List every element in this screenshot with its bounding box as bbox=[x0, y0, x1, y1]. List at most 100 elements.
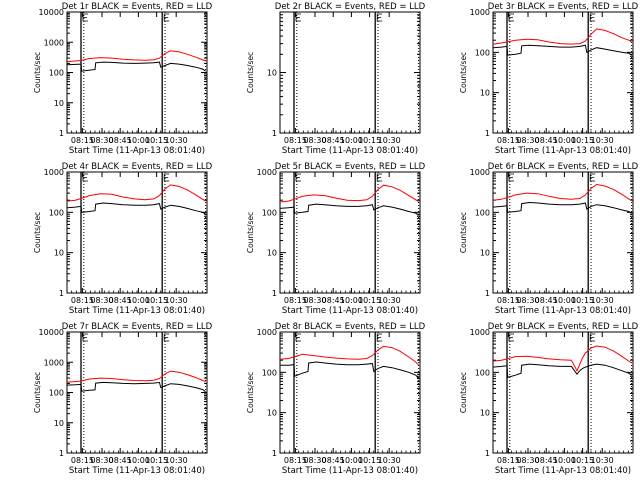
x-tick-label: 10:15 bbox=[145, 136, 168, 145]
x-tick-label: 08:15 bbox=[71, 136, 94, 145]
y-axis-label: Counts/sec bbox=[459, 52, 468, 93]
detector-panel-3: Det 3r BLACK = Events, RED = LLD 1 10 100 10… bbox=[459, 2, 639, 156]
x-tick-label: 10:15 bbox=[571, 296, 594, 305]
detector-panel-8: Det 8r BLACK = Events, RED = LLD 1 10 100 10… bbox=[246, 322, 426, 476]
x-axis-label: Start Time (11-Apr-13 08:01:40) bbox=[282, 466, 418, 476]
y-axis-label: Counts/sec bbox=[246, 52, 255, 93]
x-tick-label: 08:30 bbox=[303, 136, 326, 145]
x-tick-label: 10:30 bbox=[165, 296, 188, 305]
plot-frame bbox=[279, 331, 421, 454]
x-tick-label: 10:30 bbox=[165, 456, 188, 465]
y-tick-label: 1 bbox=[59, 129, 64, 138]
panel-title: Det 9r BLACK = Events, RED = LLD bbox=[488, 322, 639, 332]
x-axis-label: Start Time (11-Apr-13 08:01:40) bbox=[495, 146, 631, 156]
y-tick-label: 1 bbox=[272, 129, 277, 138]
x-tick-label: 08:15 bbox=[497, 136, 520, 145]
y-axis-label: Counts/sec bbox=[459, 372, 468, 413]
x-tick-label: 10:00 bbox=[127, 136, 150, 145]
series-events-line bbox=[66, 61, 206, 72]
x-tick-label: 08:30 bbox=[90, 136, 113, 145]
y-tick-label: 10 bbox=[267, 249, 277, 258]
x-tick-label: 10:00 bbox=[553, 296, 576, 305]
y-tick-label: 10000 bbox=[39, 8, 64, 17]
y-tick-label: 1000 bbox=[257, 328, 277, 337]
x-tick-label: 10:30 bbox=[378, 296, 401, 305]
panel-title: Det 1r BLACK = Events, RED = LLD bbox=[62, 2, 213, 12]
x-tick-label: 08:45 bbox=[109, 136, 132, 145]
x-tick-label: 10:30 bbox=[591, 296, 614, 305]
x-tick-label: 08:45 bbox=[535, 456, 558, 465]
y-tick-label: 10 bbox=[267, 69, 277, 78]
y-tick-label: 10 bbox=[54, 419, 64, 428]
y-tick-label: 100 bbox=[262, 208, 277, 217]
y-tick-label: 100 bbox=[475, 208, 490, 217]
x-tick-label: 08:30 bbox=[303, 296, 326, 305]
x-tick-label: 10:00 bbox=[127, 296, 150, 305]
marker-flag bbox=[295, 333, 301, 342]
plot-frame bbox=[492, 11, 634, 134]
x-tick-label: 10:00 bbox=[553, 136, 576, 145]
marker-flag bbox=[163, 333, 170, 342]
y-axis-label: Counts/sec bbox=[246, 372, 255, 413]
series-events-line bbox=[279, 203, 419, 216]
y-tick-label: 10 bbox=[480, 249, 490, 258]
y-tick-label: 1 bbox=[272, 289, 277, 298]
x-tick-label: 08:45 bbox=[535, 136, 558, 145]
series-lld-line bbox=[279, 345, 419, 366]
plot-frame bbox=[66, 171, 208, 294]
series-lld-line bbox=[66, 50, 206, 63]
y-tick-label: 1000 bbox=[470, 168, 490, 177]
marker-flag bbox=[163, 173, 170, 182]
x-tick-label: 10:00 bbox=[553, 456, 576, 465]
x-axis-label: Start Time (11-Apr-13 08:01:40) bbox=[282, 306, 418, 316]
detector-panel-7: Det 7r BLACK = Events, RED = LLD 1 10 100 10… bbox=[33, 322, 213, 476]
x-tick-label: 10:15 bbox=[145, 456, 168, 465]
x-tick-label: 10:15 bbox=[145, 296, 168, 305]
x-tick-label: 10:15 bbox=[358, 296, 381, 305]
x-tick-label: 10:30 bbox=[165, 136, 188, 145]
x-axis-label: Start Time (11-Apr-13 08:01:40) bbox=[69, 306, 205, 316]
y-tick-label: 10 bbox=[54, 249, 64, 258]
y-tick-label: 100 bbox=[49, 69, 64, 78]
x-tick-label: 08:45 bbox=[322, 456, 345, 465]
x-tick-label: 08:15 bbox=[284, 296, 307, 305]
marker-flag bbox=[508, 13, 514, 22]
series-events-line bbox=[492, 363, 632, 379]
x-tick-label: 08:30 bbox=[303, 456, 326, 465]
x-tick-label: 08:15 bbox=[497, 296, 520, 305]
marker-flag bbox=[376, 333, 383, 342]
detector-panel-5: Det 5r BLACK = Events, RED = LLD 1 10 100 10… bbox=[246, 162, 426, 316]
y-tick-label: 1 bbox=[59, 449, 64, 458]
series-events-line bbox=[492, 44, 632, 56]
y-tick-label: 1000 bbox=[257, 168, 277, 177]
y-tick-label: 10 bbox=[267, 409, 277, 418]
x-tick-label: 08:45 bbox=[109, 456, 132, 465]
marker-flag bbox=[82, 13, 88, 22]
x-axis-label: Start Time (11-Apr-13 08:01:40) bbox=[69, 466, 205, 476]
panel-title: Det 4r BLACK = Events, RED = LLD bbox=[62, 162, 213, 172]
marker-flag bbox=[295, 173, 301, 182]
x-tick-label: 10:30 bbox=[591, 136, 614, 145]
y-tick-label: 100 bbox=[262, 368, 277, 377]
marker-flag bbox=[508, 173, 514, 182]
x-tick-label: 10:30 bbox=[378, 136, 401, 145]
y-tick-label: 1000 bbox=[44, 358, 64, 367]
x-tick-label: 10:15 bbox=[358, 456, 381, 465]
x-tick-label: 08:15 bbox=[71, 296, 94, 305]
series-events-line bbox=[492, 201, 632, 214]
x-tick-label: 08:15 bbox=[284, 136, 307, 145]
series-lld-line bbox=[66, 370, 206, 383]
y-tick-label: 1000 bbox=[470, 8, 490, 17]
y-axis-label: Counts/sec bbox=[33, 52, 42, 93]
y-tick-label: 10000 bbox=[39, 328, 64, 337]
series-lld-line bbox=[492, 183, 632, 202]
marker-flag bbox=[376, 13, 383, 22]
x-tick-label: 10:00 bbox=[340, 136, 363, 145]
y-tick-label: 1000 bbox=[44, 168, 64, 177]
plot-frame bbox=[279, 11, 421, 134]
y-tick-label: 100 bbox=[49, 389, 64, 398]
x-tick-label: 08:45 bbox=[109, 296, 132, 305]
y-tick-label: 1000 bbox=[470, 328, 490, 337]
x-tick-label: 08:15 bbox=[71, 456, 94, 465]
